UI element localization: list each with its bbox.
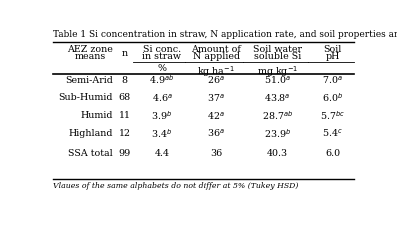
- Text: 12: 12: [119, 129, 131, 138]
- Text: 6.0: 6.0: [325, 149, 340, 158]
- Text: %: %: [158, 64, 166, 73]
- Text: 11: 11: [119, 111, 131, 120]
- Text: 68: 68: [119, 93, 131, 102]
- Text: 4.4: 4.4: [154, 149, 170, 158]
- Text: Amount of: Amount of: [191, 45, 241, 54]
- Text: n: n: [122, 49, 128, 58]
- Text: 4.9$^{ab}$: 4.9$^{ab}$: [149, 74, 175, 86]
- Text: Si conc.: Si conc.: [143, 45, 181, 54]
- Text: Table 1 Si concentration in straw, N application rate, and soil properties among: Table 1 Si concentration in straw, N app…: [53, 30, 397, 39]
- Text: means: means: [74, 52, 106, 61]
- Text: 23.9$^{b}$: 23.9$^{b}$: [264, 127, 291, 140]
- Text: 51.0$^{a}$: 51.0$^{a}$: [264, 74, 291, 86]
- Text: 40.3: 40.3: [267, 149, 288, 158]
- Text: Highland: Highland: [69, 129, 113, 138]
- Text: mg kg$^{-1}$: mg kg$^{-1}$: [257, 64, 298, 79]
- Text: Soil: Soil: [323, 45, 342, 54]
- Text: kg ha$^{-1}$: kg ha$^{-1}$: [197, 64, 235, 79]
- Text: 6.0$^{b}$: 6.0$^{b}$: [322, 91, 343, 104]
- Text: Vlaues of the same alphabets do not differ at 5% (Tukey HSD): Vlaues of the same alphabets do not diff…: [53, 182, 298, 190]
- Text: 26$^{a}$: 26$^{a}$: [207, 74, 225, 86]
- Text: 99: 99: [119, 149, 131, 158]
- Text: 4.6$^{a}$: 4.6$^{a}$: [152, 92, 172, 104]
- Text: 37$^{a}$: 37$^{a}$: [207, 92, 225, 104]
- Text: 28.7$^{ab}$: 28.7$^{ab}$: [262, 109, 293, 122]
- Text: 36$^{a}$: 36$^{a}$: [207, 127, 225, 139]
- Text: 5.4$^{c}$: 5.4$^{c}$: [322, 127, 343, 139]
- Text: 3.9$^{b}$: 3.9$^{b}$: [152, 109, 173, 122]
- Text: 7.0$^{a}$: 7.0$^{a}$: [322, 74, 343, 86]
- Text: Semi-Arid: Semi-Arid: [65, 76, 113, 85]
- Text: N applied: N applied: [193, 52, 240, 61]
- Text: 5.7$^{bc}$: 5.7$^{bc}$: [320, 109, 345, 122]
- Text: Soil water: Soil water: [253, 45, 302, 54]
- Text: in straw: in straw: [143, 52, 181, 61]
- Text: 36: 36: [210, 149, 222, 158]
- Text: 3.4$^{b}$: 3.4$^{b}$: [152, 127, 173, 140]
- Text: 8: 8: [122, 76, 128, 85]
- Text: SSA total: SSA total: [68, 149, 113, 158]
- Text: Humid: Humid: [81, 111, 113, 120]
- Text: soluble Si: soluble Si: [254, 52, 301, 61]
- Text: AEZ zone: AEZ zone: [67, 45, 113, 54]
- Text: 43.8$^{a}$: 43.8$^{a}$: [264, 92, 291, 104]
- Text: 42$^{a}$: 42$^{a}$: [207, 109, 225, 122]
- Text: pH: pH: [325, 52, 340, 61]
- Text: Sub-Humid: Sub-Humid: [59, 93, 113, 102]
